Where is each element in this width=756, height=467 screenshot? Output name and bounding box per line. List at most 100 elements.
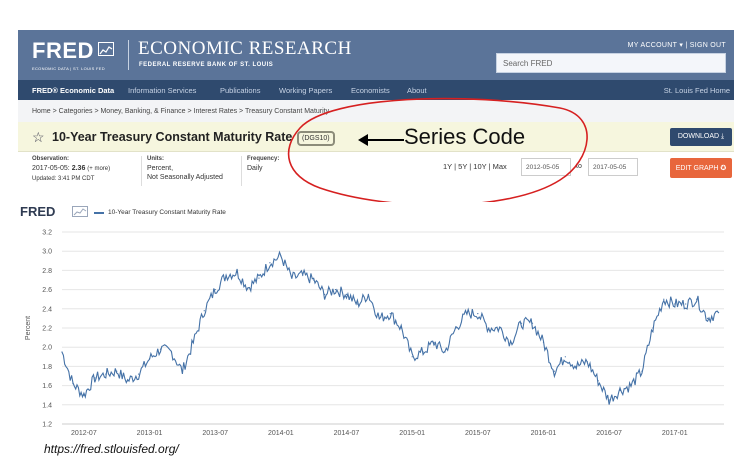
info-divider <box>241 156 242 186</box>
series-line <box>61 250 719 405</box>
data-point <box>192 341 194 343</box>
arrow-left-icon <box>358 134 368 146</box>
x-tick-label: 2016-07 <box>596 430 622 437</box>
data-point <box>334 289 337 291</box>
x-tick-label: 2012-07 <box>71 430 97 437</box>
data-point <box>455 327 457 329</box>
data-point <box>499 327 501 329</box>
main-nav: FRED® Economic Data Information Services… <box>18 80 734 100</box>
observation-date: 2017-05-05: <box>32 165 70 172</box>
chart-area: FRED 10-Year Treasury Constant Maturity … <box>18 202 734 442</box>
logo-text: FRED <box>32 38 94 63</box>
nav-item-publications[interactable]: Publications <box>220 86 261 95</box>
site-header: FRED ECONOMIC DATA | ST. LOUIS FED ECONO… <box>18 30 734 80</box>
download-button[interactable]: DOWNLOAD ⤓ <box>670 128 732 146</box>
data-point <box>324 293 326 295</box>
data-point <box>280 255 282 257</box>
x-tick-label: 2015-07 <box>465 430 491 437</box>
info-divider <box>141 156 142 186</box>
data-point <box>652 327 654 329</box>
search-input[interactable]: Search FRED <box>496 53 726 73</box>
data-point <box>400 327 402 329</box>
fred-logo[interactable]: FRED ECONOMIC DATA | ST. LOUIS FED <box>32 38 114 71</box>
data-point <box>137 373 140 375</box>
units-value-1: Percent, <box>147 165 174 172</box>
nav-home-link[interactable]: St. Louis Fed Home <box>663 86 730 95</box>
data-point <box>488 327 490 329</box>
data-point <box>116 370 118 372</box>
chart-logo-icon <box>72 206 88 217</box>
data-point <box>181 370 183 372</box>
data-point <box>94 377 96 379</box>
data-point <box>531 322 534 324</box>
y-tick-label: 1.4 <box>42 402 52 409</box>
units-value-2: Not Seasonally Adjusted <box>147 174 223 181</box>
chart-fred-logo: FRED <box>20 204 56 219</box>
star-icon[interactable]: ☆ <box>32 129 45 145</box>
y-tick-label: 3.2 <box>42 230 52 237</box>
data-point <box>553 370 555 372</box>
to-label: to <box>576 163 582 170</box>
data-point <box>258 277 260 279</box>
y-tick-label: 1.2 <box>42 422 52 429</box>
series-code-badge: (DGS10) <box>297 131 335 146</box>
frequency-value: Daily <box>247 165 263 172</box>
footer-url[interactable]: https://fred.stlouisfed.org/ <box>44 442 179 456</box>
account-links: MY ACCOUNT ▾ | SIGN OUT <box>628 41 726 49</box>
nav-item-working-papers[interactable]: Working Papers <box>279 86 333 95</box>
data-point <box>378 317 380 319</box>
breadcrumb[interactable]: Home > Categories > Money, Banking, & Fi… <box>18 100 734 122</box>
fred-page: FRED ECONOMIC DATA | ST. LOUIS FED ECONO… <box>18 30 734 192</box>
my-account-link[interactable]: MY ACCOUNT ▾ <box>627 42 684 49</box>
data-point <box>586 361 588 363</box>
data-point <box>170 351 173 353</box>
logo-chart-icon <box>97 42 114 56</box>
data-point <box>83 394 85 396</box>
observation-block: 2017-05-05: 2.36 (+ more) Updated: 3:41 … <box>32 164 110 184</box>
series-code-annotation: Series Code <box>404 124 526 149</box>
data-point <box>127 380 129 382</box>
y-tick-label: 1.6 <box>42 383 52 390</box>
sign-out-link[interactable]: | SIGN OUT <box>685 42 726 49</box>
series-title-bar: ☆ 10-Year Treasury Constant Maturity Rat… <box>18 122 734 152</box>
y-tick-label: 2.8 <box>42 268 52 275</box>
updated-time: Updated: 3:41 PM CDT <box>32 176 95 182</box>
units-block: Percent, Not Seasonally Adjusted <box>147 164 223 182</box>
data-point <box>674 303 676 305</box>
header-divider <box>128 40 129 70</box>
x-tick-label: 2015-01 <box>399 430 425 437</box>
data-point <box>411 356 413 358</box>
nav-item-information-services[interactable]: Information Services <box>128 86 197 95</box>
arrow-shaft <box>366 139 404 141</box>
nav-item-economists[interactable]: Economists <box>351 86 390 95</box>
data-point <box>302 274 304 276</box>
legend-series-name: 10-Year Treasury Constant Maturity Rate <box>108 209 226 216</box>
observation-more-link[interactable]: (+ more) <box>87 166 111 172</box>
data-point <box>356 303 359 305</box>
site-title[interactable]: ECONOMIC RESEARCH <box>138 38 352 59</box>
series-info-row: Observation: 2017-05-05: 2.36 (+ more) U… <box>18 152 734 192</box>
x-tick-label: 2014-07 <box>334 430 360 437</box>
data-point <box>225 274 227 276</box>
data-point <box>214 289 216 291</box>
nav-brand[interactable]: FRED® Economic Data <box>32 86 115 95</box>
end-date-input[interactable]: 2017-05-05 <box>588 158 638 176</box>
data-point <box>61 351 63 353</box>
data-point <box>433 341 435 343</box>
y-tick-label: 3.0 <box>42 249 52 256</box>
y-tick-label: 2.0 <box>42 345 52 352</box>
data-point <box>367 293 369 295</box>
x-tick-label: 2017-01 <box>662 430 688 437</box>
data-point <box>389 313 391 315</box>
data-point <box>619 389 621 391</box>
nav-item-about[interactable]: About <box>407 86 427 95</box>
data-point <box>717 312 720 314</box>
start-date-input[interactable]: 2012-05-05 <box>521 158 571 176</box>
edit-graph-button[interactable]: EDIT GRAPH ✪ <box>670 158 732 178</box>
data-point <box>706 317 709 319</box>
y-tick-label: 2.4 <box>42 306 52 313</box>
range-selector[interactable]: 1Y | 5Y | 10Y | Max <box>443 162 507 171</box>
x-tick-label: 2013-01 <box>137 430 163 437</box>
y-tick-label: 2.2 <box>42 326 52 333</box>
